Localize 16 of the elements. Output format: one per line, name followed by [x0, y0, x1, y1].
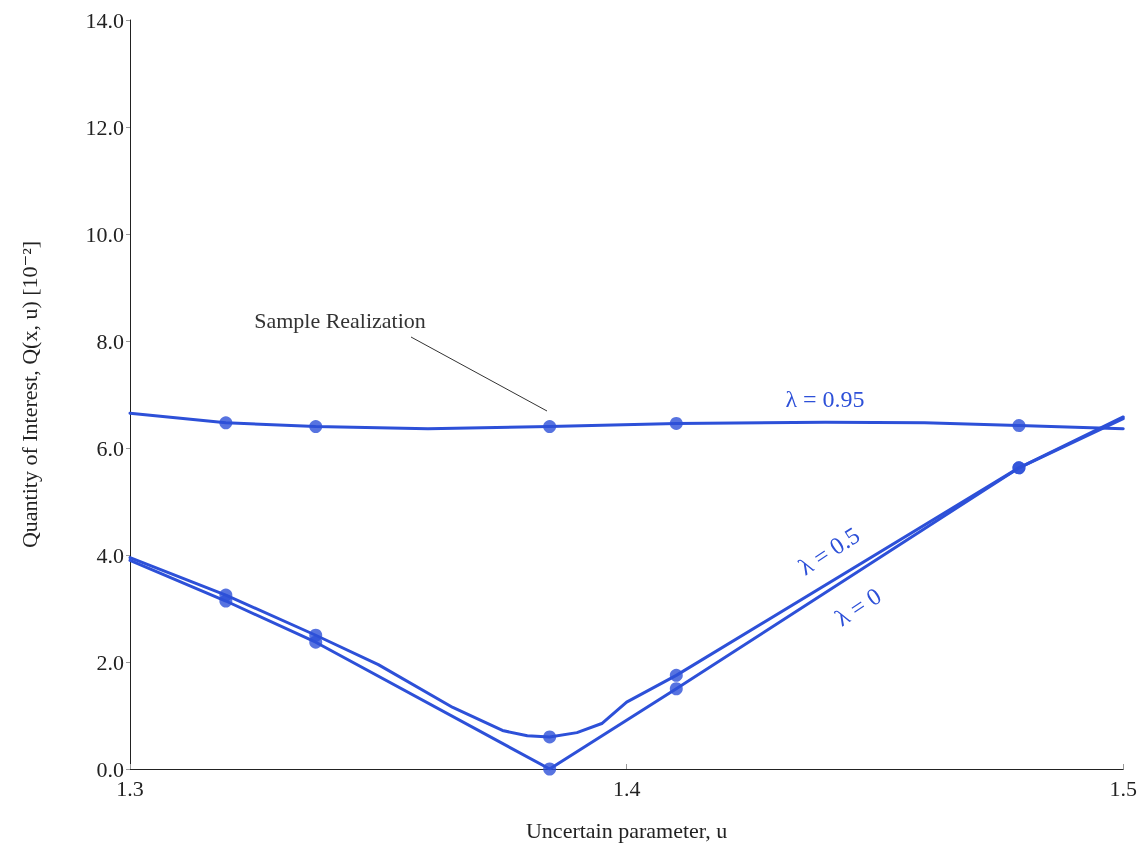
- y-axis-title: Quantity of Interest, Q(x, u) [10⁻²]: [16, 240, 42, 549]
- y-tick-label: 6.0: [96, 435, 124, 461]
- y-tick-label: 2.0: [96, 649, 124, 675]
- annotation: λ = 0: [830, 582, 886, 632]
- x-tick-label: 1.5: [1109, 775, 1137, 801]
- x-tick-label: 1.4: [612, 775, 641, 801]
- y-tick-label: 14.0: [85, 7, 124, 33]
- annotation: Sample Realization: [254, 307, 426, 333]
- y-tick-label: 12.0: [85, 114, 124, 140]
- annotation: λ = 0.5: [793, 521, 865, 581]
- y-tick-label: 0.0: [96, 756, 124, 782]
- x-axis-title: Uncertain parameter, u: [525, 817, 728, 843]
- y-tick-label: 4.0: [96, 542, 124, 568]
- y-tick-label: 10.0: [85, 221, 124, 247]
- y-tick-label: 8.0: [96, 328, 124, 354]
- annotation: λ = 0.95: [785, 386, 865, 412]
